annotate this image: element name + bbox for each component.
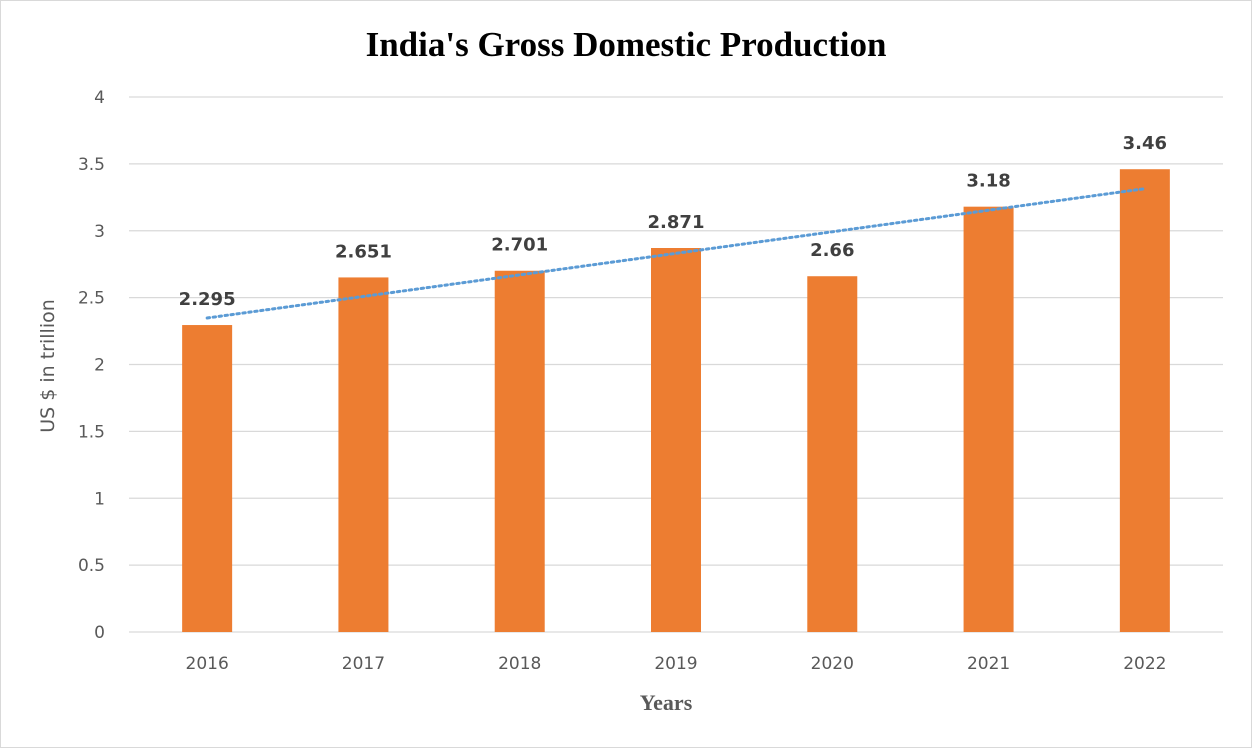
bar-2020	[807, 276, 858, 632]
bar-2019	[651, 248, 701, 632]
bar-2016	[182, 325, 233, 632]
data-labels: 2.295 2.651 2.701 2.871 2.66 3.18 3.46	[179, 133, 1167, 310]
data-label-2020: 2.66	[810, 240, 854, 261]
data-label-2018: 2.701	[491, 235, 548, 256]
y-tick-label: 0	[94, 623, 105, 643]
bar-2022	[1119, 169, 1170, 632]
y-tick-label: 2	[94, 356, 105, 376]
x-tick-label: 2020	[811, 654, 854, 674]
y-tick-label: 1	[94, 489, 105, 509]
data-label-2019: 2.871	[648, 212, 705, 233]
y-axis-label: US $ in trillion	[37, 299, 59, 433]
data-label-2017: 2.651	[335, 241, 392, 262]
trendline-group	[205, 187, 1147, 320]
x-tick-labels: 2016 2017 2018 2019 2020 2021 2022	[186, 654, 1167, 674]
y-tick-label: 0.5	[78, 556, 105, 576]
bar-2021	[963, 206, 1014, 633]
x-tick-label: 2021	[967, 654, 1010, 674]
bar-2017	[338, 277, 389, 632]
data-label-2021: 3.18	[966, 171, 1010, 192]
y-tick-labels: 0 0.5 1 1.5 2 2.5 3 3.5 4	[78, 88, 105, 643]
trendline	[205, 187, 1147, 320]
chart-title: India's Gross Domestic Production	[366, 25, 887, 64]
y-tick-label: 4	[94, 88, 105, 108]
y-tick-label: 3.5	[78, 155, 105, 175]
data-label-2016: 2.295	[179, 289, 236, 310]
x-tick-label: 2019	[654, 654, 697, 674]
x-axis-label: Years	[640, 690, 693, 715]
y-tick-label: 2.5	[78, 289, 105, 309]
bars	[182, 169, 1170, 633]
x-tick-label: 2022	[1123, 654, 1166, 674]
x-tick-label: 2017	[342, 654, 385, 674]
x-tick-label: 2018	[498, 654, 541, 674]
x-tick-label: 2016	[186, 654, 229, 674]
y-tick-label: 1.5	[78, 422, 105, 442]
y-tick-label: 3	[94, 222, 105, 242]
bar-2018	[494, 270, 545, 632]
data-label-2022: 3.46	[1123, 133, 1167, 154]
